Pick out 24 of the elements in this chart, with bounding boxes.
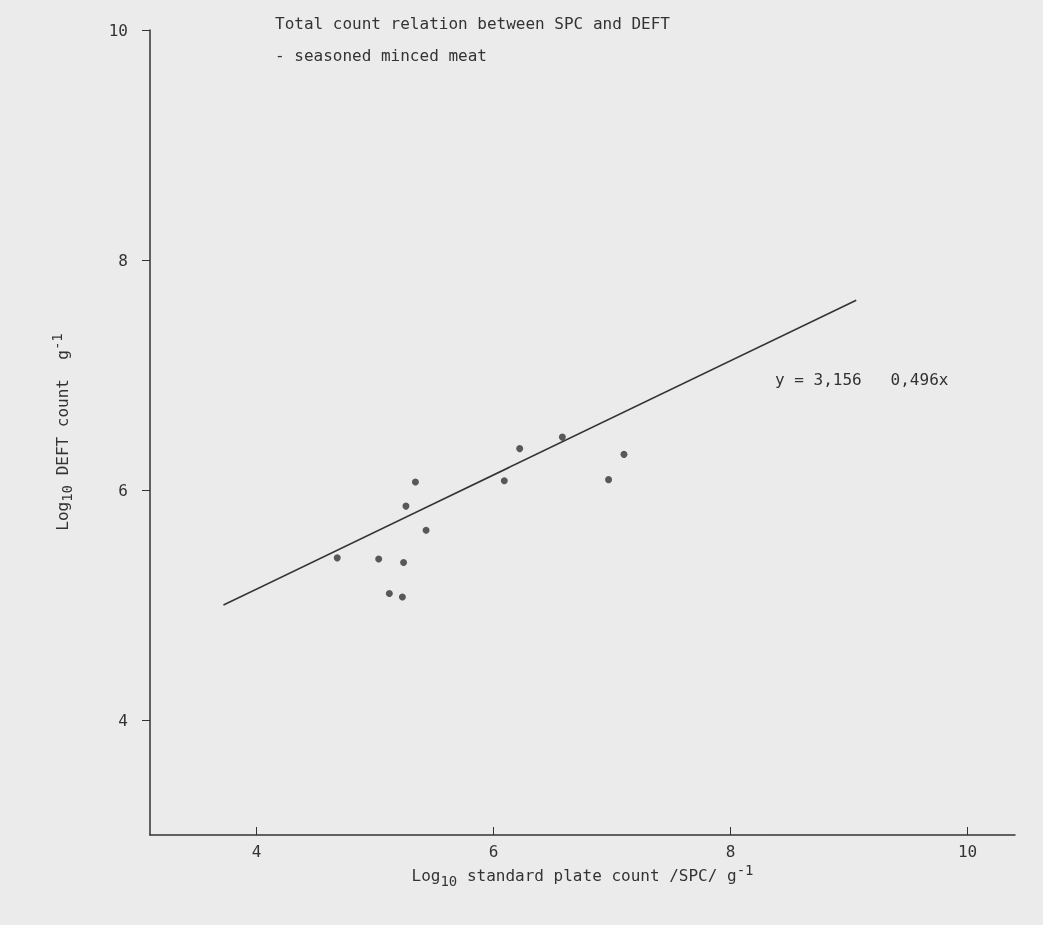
point — [333, 554, 341, 562]
point — [558, 433, 566, 441]
annotation: y = 3,156 0,496x — [775, 370, 949, 389]
y-tick-label: 10 — [108, 20, 128, 40]
point — [398, 593, 406, 601]
x-tick-label: 4 — [251, 841, 262, 861]
y-tick-label: 4 — [118, 710, 128, 730]
x-tick-label: 8 — [725, 841, 736, 861]
point — [375, 555, 383, 563]
point — [516, 445, 524, 453]
y-tick-label: 8 — [118, 250, 128, 270]
point — [400, 558, 408, 566]
chart-title: Total count relation between SPC and DEFT — [275, 13, 671, 33]
x-tick-label: 10 — [957, 841, 978, 861]
point — [620, 450, 628, 458]
point — [411, 478, 419, 486]
x-axis-title: Log$_{10}$ standard plate count /SPC/ g$^{-1}$ — [410, 862, 755, 889]
x-tick-label: 6 — [488, 841, 499, 861]
text: - seasoned minced meat — [275, 45, 487, 65]
point — [385, 590, 393, 597]
y-tick-label: 6 — [118, 480, 128, 500]
point — [500, 477, 508, 485]
point — [605, 476, 613, 484]
point — [422, 526, 430, 534]
